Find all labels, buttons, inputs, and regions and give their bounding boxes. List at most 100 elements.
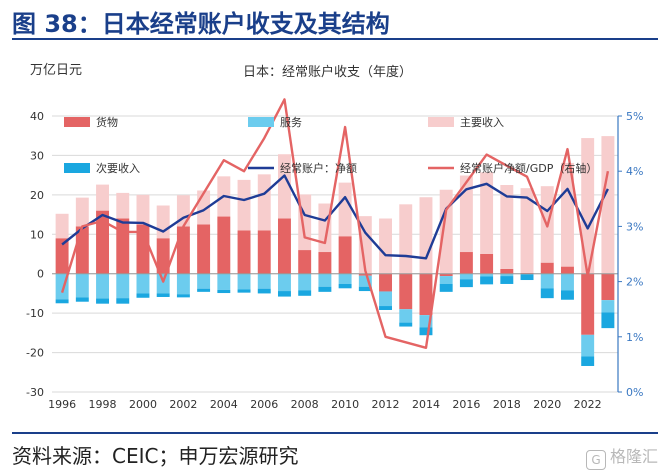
goods-bar [96,210,110,274]
secondary_income-bar [176,294,190,298]
services-bar [338,273,352,284]
secondary_income-bar [55,299,69,304]
services-bar [601,300,615,313]
primary_income-bar [277,154,291,219]
primary_income-legend-swatch [428,117,454,127]
title-bar: 图 38：日本经常账户收支及其结构 [0,0,668,42]
services-bar [480,273,494,277]
services-bar [500,273,514,277]
goods-legend-swatch [64,117,90,127]
services-bar [439,276,453,284]
y-tick-label: 40 [30,110,44,123]
y-tick-label: -10 [26,307,44,320]
primary_income-bar [419,197,433,274]
goods-bar [379,273,393,292]
goods-legend-label: 货物 [96,115,118,129]
secondary_income-bar [500,276,514,284]
primary_income-bar [459,175,473,253]
secondary_income-bar [560,290,574,300]
primary_income-bar [156,205,170,239]
primary_income-bar [55,213,69,239]
services-bar [358,275,372,287]
secondary_income-bar [379,306,393,310]
goods-bar [500,268,514,274]
footer-divider [12,432,658,434]
x-tick-label: 2022 [574,398,602,411]
x-tick-label: 2006 [250,398,278,411]
primary_income-legend-label: 主要收入 [460,115,504,129]
y-axis-label: 万亿日元 [30,63,82,78]
services-bar [318,273,332,287]
title-divider [12,38,658,40]
x-tick-label: 2000 [129,398,157,411]
services-bar [136,273,150,294]
secondary_income-bar [156,293,170,297]
goods-bar [55,238,69,274]
goods-bar [298,250,312,274]
secondary_income-bar [197,288,211,292]
goods-bar [277,218,291,274]
y2-tick-label: 3% [626,220,643,233]
services-bar [197,273,211,289]
secondary_income-bar [136,293,150,298]
secondary_income-legend-label: 次要收入 [96,161,140,175]
services-bar [176,273,190,295]
y-tick-label: 30 [30,149,44,162]
goods-bar [480,254,494,274]
secondary_income-bar [75,297,89,302]
services-bar [75,273,89,298]
primary_income-bar [338,182,352,237]
ratio-legend-label: 经常账户净额/GDP（右轴） [460,161,597,175]
y-tick-label: -20 [26,347,44,360]
x-tick-label: 2004 [210,398,238,411]
goods-bar [116,218,130,274]
goods-bar [540,262,554,274]
secondary_income-bar [540,288,554,299]
secondary_income-bar [581,356,595,366]
services-legend-label: 服务 [280,116,302,129]
x-tick-label: 2008 [291,398,319,411]
secondary_income-legend-swatch [64,163,90,173]
primary_income-bar [601,136,615,274]
goods-bar [257,230,271,274]
goods-bar [560,266,574,274]
secondary_income-bar [217,289,231,294]
goods-bar [176,226,190,274]
services-bar [257,273,271,289]
secondary_income-bar [439,283,453,292]
secondary_income-bar [298,290,312,296]
secondary_income-bar [116,298,130,304]
secondary_income-bar [237,289,251,293]
y2-tick-label: 5% [626,110,643,123]
primary_income-bar [520,188,534,273]
y2-tick-label: 4% [626,165,643,178]
primary_income-bar [136,194,150,225]
y-tick-label: 10 [30,228,44,241]
primary_income-bar [96,184,110,211]
goods-bar [156,238,170,274]
current_account-legend-label: 经常账户：净额 [280,161,357,175]
secondary_income-bar [459,279,473,288]
primary_income-bar [75,197,89,227]
x-tick-label: 1996 [48,398,76,411]
services-bar [560,273,574,291]
services-bar [379,291,393,307]
primary_income-bar [560,162,574,267]
y2-tick-label: 0% [626,386,643,399]
y2-tick-label: 1% [626,331,643,344]
goods-bar [217,216,231,274]
primary_income-bar [379,218,393,274]
services-bar [217,273,231,290]
primary_income-bar [500,185,514,269]
y2-tick-label: 2% [626,276,643,289]
secondary_income-bar [277,291,291,297]
primary_income-bar [257,174,271,231]
primary_income-bar [237,179,251,231]
secondary_income-bar [601,312,615,329]
services-bar [156,273,170,294]
services-bar [237,273,251,290]
current_account-line [61,174,609,260]
x-tick-label: 2018 [493,398,521,411]
primary_income-bar [480,172,494,254]
